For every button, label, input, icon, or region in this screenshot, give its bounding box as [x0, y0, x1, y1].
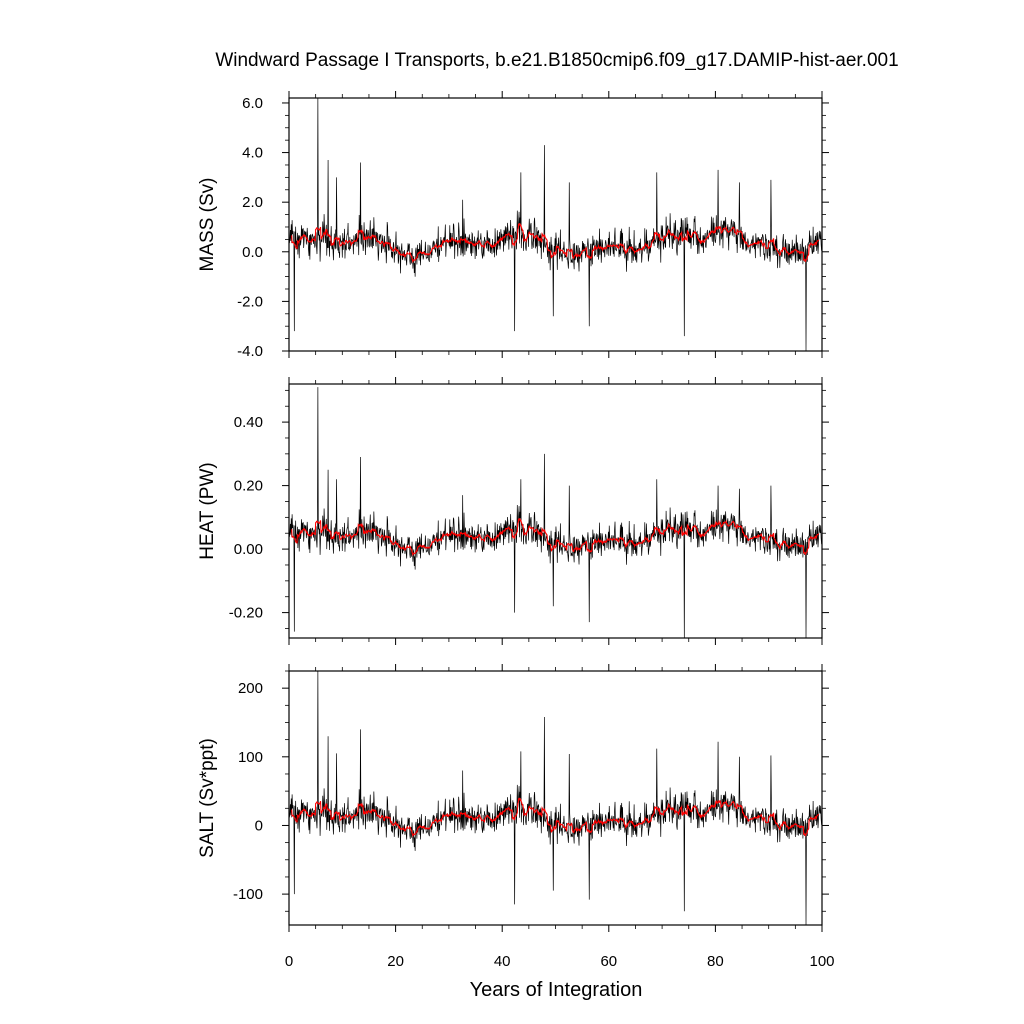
y-tick-label: 4.0: [242, 145, 263, 162]
x-tick-label: 100: [809, 953, 834, 970]
y-axis-title: MASS (Sv): [197, 178, 218, 272]
y-tick-label: -2.0: [237, 293, 263, 310]
running-mean-line: [291, 222, 820, 264]
y-tick-label: 0: [255, 817, 263, 834]
y-tick-label: 0.20: [234, 478, 263, 495]
plot-frame: [288, 97, 823, 352]
y-tick-label: 0.40: [234, 414, 263, 431]
running-mean-line: [291, 518, 820, 557]
y-tick-label: 0.00: [234, 541, 263, 558]
panels: -4.0 -2.0 0.0 2.0 4.0 6.0 MASS (Sv) -0.20 0.00 0.…: [197, 91, 835, 970]
plot-frame: [288, 383, 823, 639]
running-mean-line: [291, 797, 820, 838]
x-axis-label: Years of Integration: [470, 979, 643, 1001]
panel-1: -0.20 0.00 0.20 0.40 HEAT (PW): [197, 377, 829, 645]
y-tick-label: 2.0: [242, 194, 263, 211]
y-tick-label: -100: [233, 886, 263, 903]
monthly-series-line: [289, 387, 822, 638]
y-axis-title: SALT (Sv*ppt): [197, 738, 218, 858]
y-axis-title: HEAT (PW): [197, 462, 218, 559]
x-tick-label: 60: [600, 953, 617, 970]
panel-0: -4.0 -2.0 0.0 2.0 4.0 6.0 MASS (Sv): [197, 91, 829, 360]
monthly-series-line: [289, 98, 822, 351]
monthly-series-line: [289, 671, 822, 925]
x-tick-label: 40: [494, 953, 511, 970]
y-tick-label: 200: [238, 680, 263, 697]
y-tick-label: 100: [238, 749, 263, 766]
x-tick-label: 20: [387, 953, 404, 970]
y-tick-label: -0.20: [229, 605, 263, 622]
y-tick-label: 0.0: [242, 244, 263, 261]
x-tick-label: 80: [707, 953, 724, 970]
y-tick-label: 6.0: [242, 95, 263, 112]
panel-2: -100 0 100 200 SALT (Sv*ppt): [197, 664, 829, 932]
plot-frame: [288, 670, 823, 926]
y-tick-label: -4.0: [237, 343, 263, 360]
x-tick-label: 0: [285, 953, 293, 970]
chart-title: Windward Passage I Transports, b.e21.B18…: [215, 50, 898, 71]
